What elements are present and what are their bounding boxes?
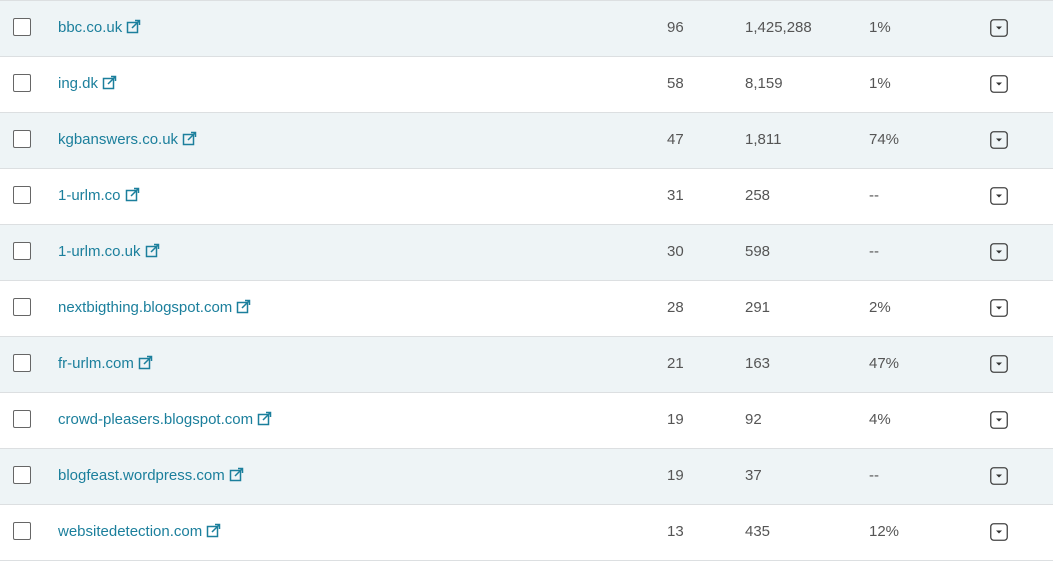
score: 96 bbox=[667, 19, 684, 36]
percentage: 1% bbox=[869, 19, 891, 36]
external-link-icon bbox=[182, 131, 197, 146]
table-row: bbc.co.uk 96 1,425,288 1% bbox=[0, 0, 1053, 56]
row-checkbox[interactable] bbox=[13, 298, 31, 316]
score: 28 bbox=[667, 299, 684, 316]
domain-text: 1-urlm.co.uk bbox=[58, 243, 141, 260]
domain-link[interactable]: kgbanswers.co.uk bbox=[58, 131, 197, 148]
external-link-icon bbox=[237, 299, 251, 314]
external-link-icon bbox=[102, 75, 117, 90]
count: 163 bbox=[745, 355, 771, 372]
external-link-icon bbox=[207, 523, 221, 538]
domain-link[interactable]: 1-urlm.co.uk bbox=[58, 243, 160, 260]
count: 92 bbox=[745, 411, 762, 428]
count: 598 bbox=[745, 243, 771, 260]
row-dropdown[interactable] bbox=[990, 75, 1008, 97]
external-link-icon bbox=[257, 411, 272, 426]
table-row: blogfeast.wordpress.com 19 37 -- bbox=[0, 448, 1053, 504]
percentage: 12% bbox=[869, 523, 900, 540]
domain-text: crowd-pleasers.blogspot.com bbox=[58, 411, 254, 428]
row-dropdown[interactable] bbox=[990, 131, 1008, 153]
domain-link[interactable]: websitedetection.com bbox=[58, 523, 221, 540]
table-row: fr-urlm.com 21 163 47% bbox=[0, 336, 1053, 392]
row-dropdown[interactable] bbox=[990, 243, 1008, 265]
table-bottom-border bbox=[0, 560, 1053, 561]
percentage: 74% bbox=[869, 131, 900, 148]
domain-link[interactable]: bbc.co.uk bbox=[58, 19, 141, 36]
domain-text: nextbigthing.blogspot.com bbox=[58, 299, 233, 316]
count: 258 bbox=[745, 187, 771, 204]
domain-link[interactable]: blogfeast.wordpress.com bbox=[58, 467, 244, 484]
percentage: 2% bbox=[869, 299, 891, 316]
domain-link[interactable]: crowd-pleasers.blogspot.com bbox=[58, 411, 272, 428]
row-checkbox[interactable] bbox=[13, 522, 31, 540]
score: 31 bbox=[667, 187, 684, 204]
score: 21 bbox=[667, 355, 684, 372]
external-link-icon bbox=[125, 187, 139, 202]
score: 19 bbox=[667, 467, 684, 484]
percentage: 4% bbox=[869, 411, 891, 428]
table-row: kgbanswers.co.uk 47 1,811 74% bbox=[0, 112, 1053, 168]
row-checkbox[interactable] bbox=[13, 186, 31, 204]
domain-link[interactable]: 1-urlm.co bbox=[58, 187, 140, 204]
row-dropdown[interactable] bbox=[990, 19, 1008, 41]
score: 58 bbox=[667, 75, 684, 92]
row-dropdown[interactable] bbox=[990, 187, 1008, 209]
score: 47 bbox=[667, 131, 684, 148]
table-row: 1-urlm.co 31 258 -- bbox=[0, 168, 1053, 224]
count: 1,811 bbox=[745, 131, 782, 148]
domain-link[interactable]: fr-urlm.com bbox=[58, 355, 153, 372]
score: 19 bbox=[667, 411, 684, 428]
table-row: websitedetection.com 13 435 12% bbox=[0, 504, 1053, 560]
domain-text: blogfeast.wordpress.com bbox=[58, 467, 225, 484]
row-checkbox[interactable] bbox=[13, 242, 31, 260]
domain-text: fr-urlm.com bbox=[58, 355, 134, 372]
table-row: nextbigthing.blogspot.com 28 291 2% bbox=[0, 280, 1053, 336]
count: 1,425,288 bbox=[745, 19, 812, 36]
percentage: 1% bbox=[869, 75, 891, 92]
row-dropdown[interactable] bbox=[990, 411, 1008, 433]
domain-text: kgbanswers.co.uk bbox=[58, 131, 179, 148]
row-checkbox[interactable] bbox=[13, 466, 31, 484]
row-dropdown[interactable] bbox=[990, 523, 1008, 545]
row-checkbox[interactable] bbox=[13, 18, 31, 36]
domain-text: websitedetection.com bbox=[58, 523, 203, 540]
row-dropdown[interactable] bbox=[990, 299, 1008, 321]
row-checkbox[interactable] bbox=[13, 74, 31, 92]
external-link-icon bbox=[138, 355, 153, 370]
count: 435 bbox=[745, 523, 771, 540]
count: 291 bbox=[745, 299, 771, 316]
score: 30 bbox=[667, 243, 684, 260]
external-link-icon bbox=[145, 243, 159, 258]
score: 13 bbox=[667, 523, 684, 540]
row-checkbox[interactable] bbox=[13, 130, 31, 148]
domain-link[interactable]: ing.dk bbox=[58, 75, 117, 92]
external-link-icon bbox=[229, 467, 243, 482]
row-checkbox[interactable] bbox=[13, 410, 31, 428]
domain-text: 1-urlm.co bbox=[58, 187, 121, 204]
domain-text: ing.dk bbox=[58, 75, 99, 92]
percentage: 47% bbox=[869, 355, 900, 372]
domain-text: bbc.co.uk bbox=[58, 19, 123, 36]
row-checkbox[interactable] bbox=[13, 354, 31, 372]
count: 8,159 bbox=[745, 75, 783, 92]
table-row: crowd-pleasers.blogspot.com 19 92 4% bbox=[0, 392, 1053, 448]
count: 37 bbox=[745, 467, 762, 484]
row-dropdown[interactable] bbox=[990, 355, 1008, 377]
percentage: -- bbox=[869, 243, 879, 260]
domain-link[interactable]: nextbigthing.blogspot.com bbox=[58, 299, 251, 316]
table-row: 1-urlm.co.uk 30 598 -- bbox=[0, 224, 1053, 280]
percentage: -- bbox=[869, 467, 879, 484]
table-row: ing.dk 58 8,159 1% bbox=[0, 56, 1053, 112]
percentage: -- bbox=[869, 187, 879, 204]
external-link-icon bbox=[126, 19, 141, 34]
row-dropdown[interactable] bbox=[990, 467, 1008, 489]
